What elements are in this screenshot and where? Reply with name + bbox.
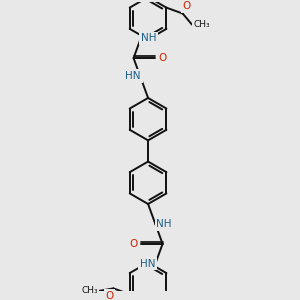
Text: HN: HN xyxy=(140,259,155,269)
Text: O: O xyxy=(182,1,191,11)
Text: NH: NH xyxy=(156,219,172,229)
Text: CH₃: CH₃ xyxy=(81,286,98,296)
Text: O: O xyxy=(158,53,166,63)
Text: O: O xyxy=(105,291,114,300)
Text: HN: HN xyxy=(125,71,141,81)
Text: CH₃: CH₃ xyxy=(194,20,210,29)
Text: NH: NH xyxy=(141,33,156,43)
Text: O: O xyxy=(130,239,138,249)
